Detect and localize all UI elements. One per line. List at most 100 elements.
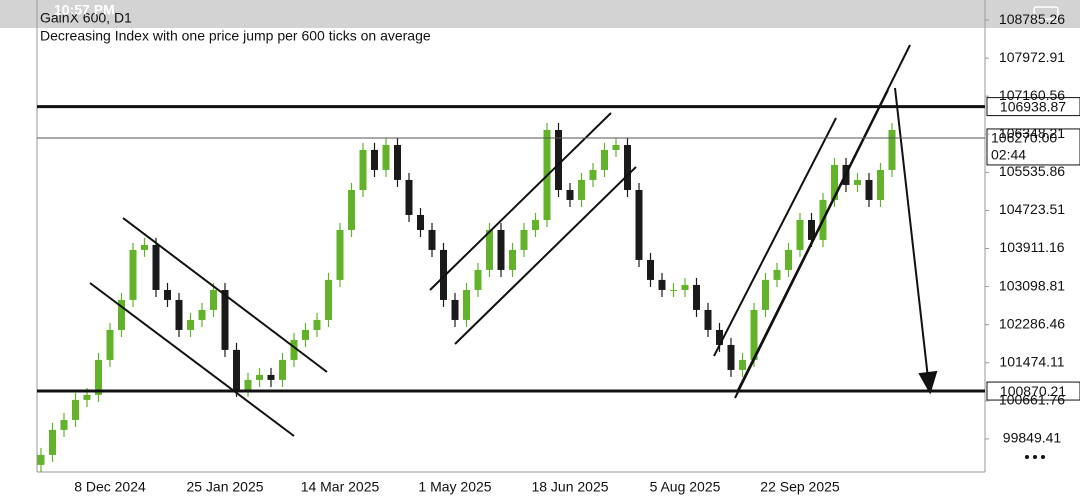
candle-body — [106, 329, 114, 360]
candle-body — [72, 399, 79, 420]
y-tick-label: 108785.26 — [999, 11, 1065, 27]
battery-icon — [1033, 6, 1059, 20]
candle-body — [773, 269, 781, 280]
candle-body — [762, 279, 769, 310]
x-tick-label: 1 May 2025 — [418, 479, 491, 495]
x-tick-label: 14 Mar 2025 — [301, 479, 380, 495]
y-tick-label: 99849.41 — [1003, 430, 1062, 446]
level-label-box — [986, 97, 1080, 117]
candle-body — [325, 279, 332, 320]
candle-body — [394, 144, 401, 180]
candle-body — [578, 179, 585, 200]
candle-body — [371, 149, 378, 170]
x-tick-label: 5 Aug 2025 — [650, 479, 721, 495]
menu-dot[interactable] — [1025, 455, 1029, 459]
trend-line — [429, 112, 612, 291]
trend-line — [454, 166, 637, 345]
y-tick-label: 106348.21 — [999, 125, 1065, 141]
candle-body — [486, 229, 493, 270]
candle-body — [129, 249, 137, 300]
candle-body — [267, 374, 275, 380]
trend-line — [736, 44, 911, 393]
candle-body — [141, 244, 148, 250]
candle-body — [474, 269, 482, 290]
candle-body — [95, 359, 102, 395]
candle-body — [244, 379, 252, 390]
candle-body — [164, 289, 171, 300]
candle-body — [865, 179, 873, 200]
candle-body — [739, 359, 746, 370]
candle-body — [210, 289, 217, 310]
y-tick-label: 104723.51 — [999, 201, 1065, 217]
candle-body — [566, 189, 574, 200]
y-tick-label: 100661.76 — [999, 392, 1065, 408]
candle-body — [463, 289, 470, 320]
level-label: 106938.87 — [1000, 98, 1066, 114]
candle-body — [256, 374, 263, 380]
trend-line — [713, 117, 837, 357]
candle-body — [670, 289, 677, 291]
candle-body — [302, 329, 309, 340]
candle-body — [451, 299, 459, 320]
candle-body — [359, 149, 367, 190]
candle-body — [612, 144, 620, 150]
candle-body — [727, 344, 735, 370]
x-tick-label: 18 Jun 2025 — [531, 479, 608, 495]
candle-body — [601, 149, 608, 170]
candle-body — [221, 289, 229, 350]
candle-body — [877, 169, 884, 200]
trend-line — [89, 282, 295, 437]
candle-body — [279, 359, 286, 380]
menu-dot[interactable] — [1033, 455, 1037, 459]
candle-body — [693, 284, 700, 310]
candle-body — [175, 299, 183, 330]
candle-body — [796, 219, 804, 250]
chart-subtitle: Decreasing Index with one price jump per… — [40, 28, 431, 44]
candle-body — [187, 319, 194, 330]
candle-body — [704, 309, 712, 330]
candle-body — [198, 309, 206, 320]
candle-body — [808, 219, 815, 240]
y-tick-label: 103911.16 — [999, 239, 1064, 255]
level-label-box — [986, 381, 1080, 401]
last-price-box — [986, 128, 1080, 166]
candle-body — [37, 454, 45, 465]
candle-body — [532, 219, 539, 230]
candles — [37, 122, 896, 472]
candle-body — [313, 319, 321, 330]
menu-dot[interactable] — [1041, 455, 1045, 459]
candle-body — [888, 129, 896, 170]
candle-body — [555, 129, 562, 190]
candle-body — [118, 299, 125, 330]
y-tick-label: 105535.86 — [999, 163, 1065, 179]
candle-body — [635, 189, 643, 260]
y-tick-label: 107160.56 — [999, 87, 1065, 103]
candle-body — [624, 144, 631, 190]
candle-body — [233, 349, 240, 390]
candle-body — [348, 189, 355, 230]
status-bar — [0, 0, 1080, 28]
candle-body — [49, 429, 56, 455]
candle-body — [405, 179, 413, 215]
countdown-label: 02:44 — [991, 147, 1026, 163]
y-tick-label: 107972.91 — [999, 49, 1065, 65]
y-tick-label: 103098.81 — [999, 277, 1065, 293]
candle-body — [658, 279, 666, 290]
candle-body — [417, 214, 424, 230]
candle-body — [83, 394, 91, 400]
trend-drawings — [89, 44, 938, 437]
y-tick-label: 101474.11 — [999, 353, 1064, 369]
status-time: 10:57 PM — [54, 2, 115, 18]
candle-body — [854, 179, 861, 185]
x-tick-label: 22 Sep 2025 — [760, 479, 840, 495]
arrow-line — [894, 87, 929, 379]
candle-body — [382, 144, 390, 170]
candle-body — [831, 164, 838, 200]
candle-body — [60, 419, 68, 430]
candle-body — [509, 249, 516, 270]
candle-body — [428, 229, 436, 250]
chart-title: GainX 600, D1 — [40, 10, 132, 26]
last-price-label: 106270.00 — [991, 130, 1057, 146]
candle-body — [440, 249, 447, 300]
